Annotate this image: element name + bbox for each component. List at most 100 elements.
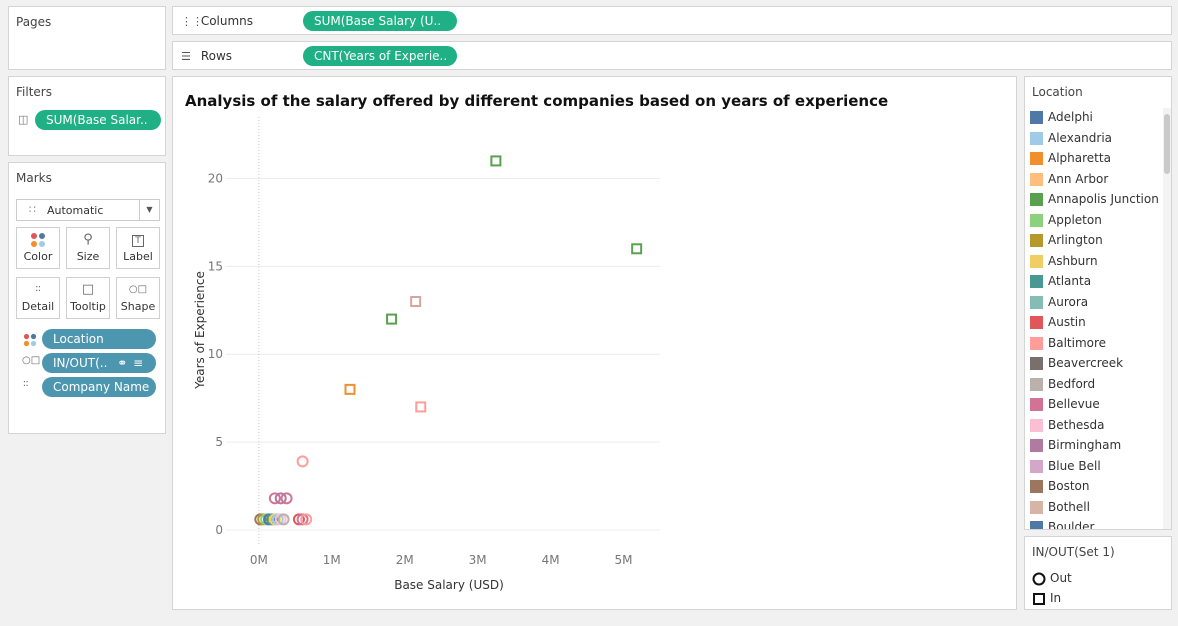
label-icon: T <box>117 228 159 250</box>
detail-field-icon: ∶∶ <box>23 379 29 390</box>
sort-icon: ≡ <box>133 356 144 370</box>
legend-swatch <box>1030 172 1043 186</box>
legend-swatch <box>1030 131 1043 145</box>
y-tick-label: 5 <box>215 435 223 449</box>
x-tick-label: 2M <box>396 553 414 567</box>
pages-title: Pages <box>16 15 52 29</box>
data-point-in[interactable] <box>490 155 502 167</box>
data-point-out[interactable] <box>296 513 309 526</box>
legend-swatch <box>1030 254 1043 268</box>
filter-pill[interactable]: SUM(Base Salar.. <box>35 110 161 130</box>
pages-panel[interactable]: Pages <box>8 6 166 70</box>
set-icon: ⚭ <box>117 356 128 370</box>
columns-shelf[interactable]: ⋮⋮ Columns SUM(Base Salary (U.. <box>172 6 1172 35</box>
data-point-in[interactable] <box>344 383 356 395</box>
detail-label: Detail <box>21 300 55 313</box>
legend-swatch <box>1030 398 1043 411</box>
label-button[interactable]: T Label <box>116 227 160 269</box>
legend-swatch <box>1030 357 1043 370</box>
legend-label: Bedford <box>1048 376 1096 391</box>
x-tick-label: 4M <box>542 553 560 567</box>
database-icon: ◫ <box>18 113 29 126</box>
size-button[interactable]: ⚲ Size <box>66 227 110 269</box>
legend-swatch <box>1030 111 1043 124</box>
location-legend-list[interactable]: Adelphi Alexandria Alpharetta Ann Arbor Anna… <box>1025 108 1163 529</box>
legend-label: Alpharetta <box>1048 151 1111 165</box>
y-tick-label: 20 <box>208 172 223 186</box>
data-point-in[interactable] <box>410 296 422 308</box>
data-point-out[interactable] <box>300 513 313 526</box>
data-point-in[interactable] <box>415 401 427 413</box>
chart-title: Analysis of the salary offered by differ… <box>185 92 888 110</box>
data-point-out[interactable] <box>296 455 309 468</box>
legend-label: Austin <box>1048 315 1086 329</box>
data-point-out[interactable] <box>277 513 290 526</box>
x-axis-title: Base Salary (USD) <box>394 578 504 592</box>
legend-label: Bellevue <box>1048 397 1100 411</box>
rows-pill[interactable]: CNT(Years of Experie.. <box>303 46 457 66</box>
legend-label: Appleton <box>1048 212 1102 227</box>
color-button[interactable]: Color <box>16 227 60 269</box>
legend-item-in-label: In <box>1050 591 1062 605</box>
scatter-chart[interactable]: Analysis of the salary offered by differ… <box>173 77 1016 609</box>
legend-swatch <box>1030 316 1043 329</box>
legend-scrollbar-thumb[interactable] <box>1164 114 1170 174</box>
legend-swatch <box>1030 213 1043 227</box>
legend-label: Adelphi <box>1048 110 1093 124</box>
location-field-pill[interactable]: Location <box>42 329 156 349</box>
legend-label: Beavercreek <box>1048 356 1124 370</box>
data-point-out[interactable] <box>280 492 293 505</box>
rows-shelf[interactable]: ☰ Rows CNT(Years of Experie.. <box>172 41 1172 70</box>
legend-label: Aurora <box>1048 294 1089 309</box>
x-tick-label: 0M <box>250 553 268 567</box>
legend-label: Atlanta <box>1048 274 1092 288</box>
inout-field-label: IN/OUT(.. <box>53 356 108 370</box>
tooltip-button[interactable]: □ Tooltip <box>66 277 110 319</box>
legend-scrollbar[interactable] <box>1163 108 1171 529</box>
mark-type-icon: ∷ <box>29 203 36 216</box>
shape-label: Shape <box>120 300 156 313</box>
data-point-out[interactable] <box>292 513 305 526</box>
legend-swatch <box>1030 521 1043 529</box>
detail-button[interactable]: ∶∶ Detail <box>16 277 60 319</box>
y-tick-label: 15 <box>208 259 223 273</box>
legend-label: Birmingham <box>1048 438 1122 452</box>
marks-title: Marks <box>16 171 52 185</box>
inout-legend: IN/OUT(Set 1) Out In <box>1024 536 1172 610</box>
inout-legend-title: IN/OUT(Set 1) <box>1032 545 1115 559</box>
mark-type-dropdown[interactable]: ∷ Automatic ▼ <box>16 199 160 221</box>
legend-swatch <box>1030 336 1043 350</box>
x-tick-label: 1M <box>323 553 341 567</box>
filters-title: Filters <box>16 85 52 99</box>
legend-label: Boulder <box>1048 520 1095 529</box>
data-point-in[interactable] <box>631 243 643 255</box>
data-point-out[interactable] <box>268 492 281 505</box>
columns-pill[interactable]: SUM(Base Salary (U.. <box>303 11 457 31</box>
legend-swatch <box>1030 480 1043 493</box>
legend-label: Annapolis Junction <box>1048 192 1159 206</box>
legend-label: Ann Arbor <box>1048 171 1109 186</box>
square-icon <box>1033 593 1045 605</box>
legend-swatch <box>1030 295 1043 309</box>
filters-panel[interactable]: Filters ◫ SUM(Base Salar.. <box>8 76 166 156</box>
rows-icon: ☰ <box>181 50 191 63</box>
marks-panel: Marks ∷ Automatic ▼ Color ⚲ Size T Label… <box>8 162 166 434</box>
columns-icon: ⋮⋮ <box>181 15 203 28</box>
inout-field-pill[interactable]: IN/OUT(.. ⚭ ≡ <box>42 353 156 373</box>
columns-label: Columns <box>200 14 254 28</box>
tooltip-icon: □ <box>81 282 95 297</box>
size-label: Size <box>76 250 100 263</box>
color-icon <box>17 228 59 250</box>
shape-button[interactable]: ○□ Shape <box>116 277 160 319</box>
legend-label: Baltimore <box>1048 335 1107 350</box>
data-point-in[interactable] <box>386 313 398 325</box>
y-tick-label: 10 <box>208 347 223 361</box>
location-legend-title: Location <box>1032 85 1083 99</box>
legend-label: Blue Bell <box>1048 458 1101 473</box>
x-tick-label: 5M <box>615 553 633 567</box>
legend-swatch <box>1030 234 1043 247</box>
company-field-pill[interactable]: Company Name <box>42 377 156 397</box>
data-point-out[interactable] <box>274 492 287 505</box>
y-axis-title: Years of Experience <box>193 271 207 390</box>
circle-icon <box>1032 572 1046 586</box>
